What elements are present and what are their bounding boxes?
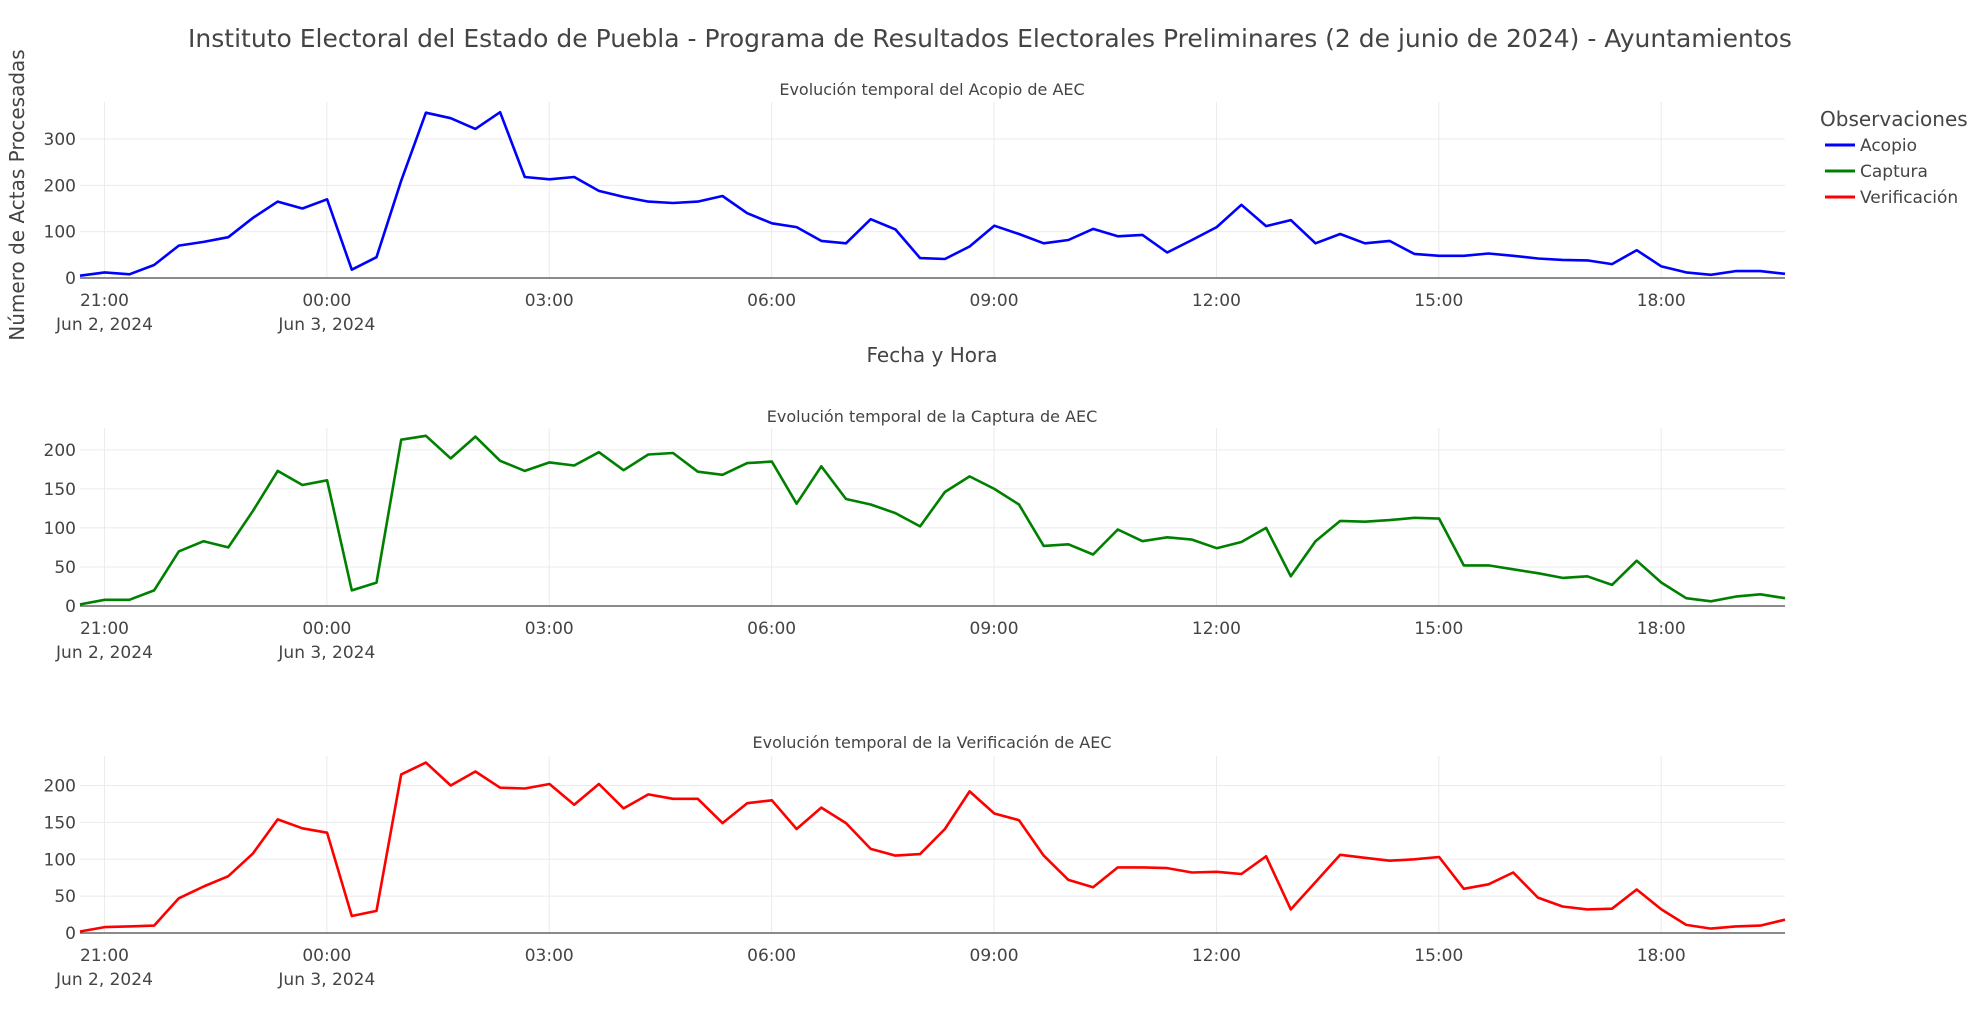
y-tick-label: 200 [44, 777, 76, 797]
legend-label: Captura [1860, 162, 1928, 182]
panel-1: Evolución temporal del Acopio de AEC 21:0… [44, 80, 1786, 335]
panels-layer: Evolución temporal del Acopio de AEC 21:0… [44, 80, 1786, 990]
x-tick-label: 18:00 [1637, 946, 1686, 966]
y-tick-label: 200 [44, 441, 76, 461]
x-axis-label: Fecha y Hora [867, 343, 998, 367]
y-tick-label: 100 [44, 223, 76, 243]
y-tick-label: 50 [54, 887, 76, 907]
x-tick-label: 06:00 [747, 946, 796, 966]
y-tick-label: 0 [65, 269, 76, 289]
x-tick-date-label: Jun 3, 2024 [277, 970, 375, 990]
x-tick-label: 06:00 [747, 291, 796, 311]
legend-items: Acopio Captura Verificación [1825, 136, 1958, 208]
y-tick-label: 100 [44, 519, 76, 539]
legend-label: Acopio [1860, 136, 1917, 156]
y-axis-label: Número de Actas Procesadas [5, 49, 29, 340]
x-tick-label: 03:00 [525, 291, 574, 311]
series-line-acopio[interactable] [79, 110, 1786, 277]
legend[interactable]: Observaciones Acopio Captura Verificación [1820, 107, 1968, 208]
panel-3-subtitle: Evolución temporal de la Verificación de… [752, 733, 1111, 752]
x-tick-label: 21:00 [80, 946, 129, 966]
x-tick-label: 09:00 [970, 291, 1019, 311]
x-tick-label: 21:00 [80, 291, 129, 311]
x-tick-label: 12:00 [1192, 291, 1241, 311]
y-tick-label: 300 [44, 130, 76, 150]
legend-label: Verificación [1860, 188, 1958, 208]
series-line-verificación[interactable] [79, 761, 1786, 933]
x-tick-label: 03:00 [525, 619, 574, 639]
y-tick-label: 0 [65, 597, 76, 617]
x-tick-date-label: Jun 2, 2024 [55, 315, 153, 335]
x-tick-date-label: Jun 2, 2024 [55, 643, 153, 663]
panel-3: Evolución temporal de la Verificación de… [44, 733, 1786, 990]
x-tick-label: 00:00 [302, 946, 351, 966]
x-tick-date-label: Jun 3, 2024 [277, 643, 375, 663]
y-tick-label: 150 [44, 480, 76, 500]
y-tick-label: 150 [44, 813, 76, 833]
legend-item-acopio[interactable]: Acopio [1825, 136, 1917, 156]
x-tick-label: 09:00 [970, 946, 1019, 966]
y-tick-label: 50 [54, 558, 76, 578]
panel-2: Evolución temporal de la Captura de AEC 2… [44, 407, 1786, 663]
x-tick-label: 15:00 [1414, 946, 1463, 966]
x-tick-label: 12:00 [1192, 619, 1241, 639]
legend-item-verificación[interactable]: Verificación [1825, 188, 1958, 208]
chart-title: Instituto Electoral del Estado de Puebla… [188, 24, 1792, 53]
y-tick-label: 0 [65, 924, 76, 944]
x-tick-date-label: Jun 3, 2024 [277, 315, 375, 335]
series-line-captura[interactable] [79, 434, 1786, 606]
x-tick-label: 00:00 [302, 291, 351, 311]
x-tick-label: 06:00 [747, 619, 796, 639]
x-tick-label: 12:00 [1192, 946, 1241, 966]
panel-2-subtitle: Evolución temporal de la Captura de AEC [767, 407, 1098, 426]
x-tick-label: 15:00 [1414, 291, 1463, 311]
x-tick-label: 21:00 [80, 619, 129, 639]
x-tick-label: 18:00 [1637, 291, 1686, 311]
x-tick-label: 03:00 [525, 946, 574, 966]
legend-item-captura[interactable]: Captura [1825, 162, 1928, 182]
y-tick-label: 100 [44, 850, 76, 870]
x-tick-label: 00:00 [302, 619, 351, 639]
x-tick-label: 15:00 [1414, 619, 1463, 639]
x-tick-date-label: Jun 2, 2024 [55, 970, 153, 990]
x-tick-label: 18:00 [1637, 619, 1686, 639]
x-tick-label: 09:00 [970, 619, 1019, 639]
panel-1-subtitle: Evolución temporal del Acopio de AEC [779, 80, 1084, 99]
y-tick-label: 200 [44, 176, 76, 196]
legend-title: Observaciones [1820, 107, 1968, 131]
